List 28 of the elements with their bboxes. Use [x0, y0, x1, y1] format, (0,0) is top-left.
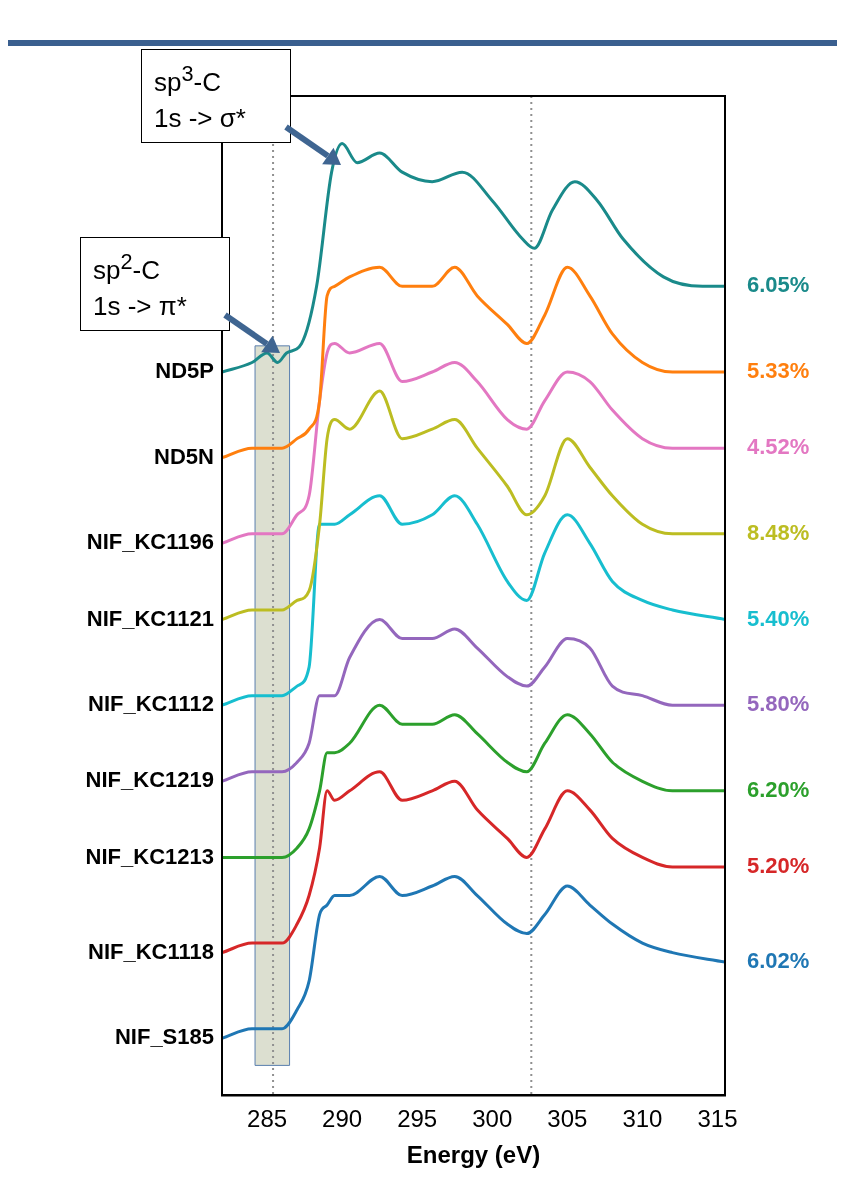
series-label: ND5N [154, 443, 214, 469]
text: 5.20% [747, 853, 810, 879]
series-label: NIF_KC1118 [88, 938, 214, 964]
series-label: NIF_KC1213 [85, 843, 214, 869]
x-tick-label: 310 [622, 1105, 663, 1133]
series-label: NIF_S185 [114, 1024, 214, 1050]
text: 6.05% [747, 272, 810, 298]
text: 6.20% [747, 776, 810, 802]
x-tick-label: 290 [322, 1105, 363, 1133]
x-tick-label: 305 [547, 1105, 588, 1133]
series-label: NIF_KC1112 [88, 691, 214, 717]
x-tick-label: 295 [397, 1105, 438, 1133]
text: 4.52% [747, 434, 810, 460]
text: 5.80% [747, 691, 810, 717]
x-tick-label: 285 [247, 1105, 288, 1133]
x-axis-title: Energy (eV) [406, 1141, 541, 1169]
text: 5.40% [747, 605, 810, 631]
x-tick-label: 315 [697, 1105, 738, 1133]
series-label: NIF_KC1196 [86, 529, 214, 555]
text: 5.33% [747, 358, 810, 384]
text: 8.48% [747, 519, 810, 545]
x-tick-label: 300 [472, 1105, 513, 1133]
text: sp$^{3}$-C 1s -> σ* [154, 60, 247, 135]
text: 6.02% [747, 948, 810, 974]
series-label: ND5P [155, 358, 214, 384]
series-label: NIF_KC1121 [86, 605, 214, 631]
series-label: NIF_KC1219 [85, 767, 214, 793]
text: sp$^{2}$-C 1s -> π* [93, 248, 188, 323]
